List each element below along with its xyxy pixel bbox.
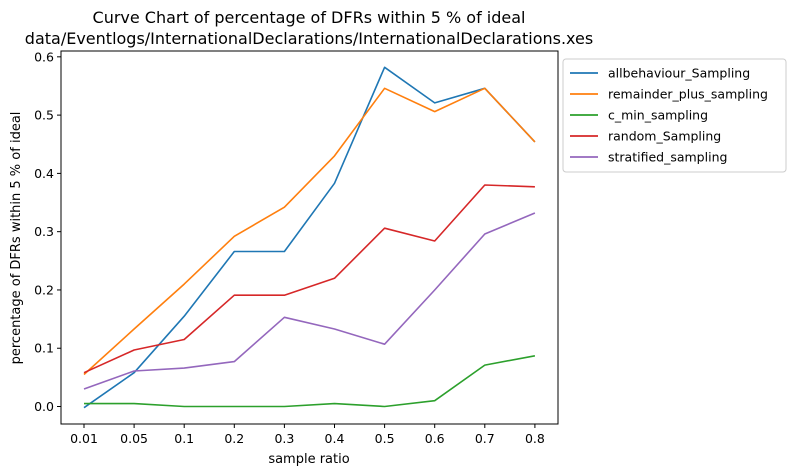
x-tick-label: 0.8 bbox=[525, 431, 545, 446]
chart-title: Curve Chart of percentage of DFRs within… bbox=[93, 8, 526, 27]
y-tick-label: 0.3 bbox=[34, 224, 54, 239]
x-tick-label: 0.3 bbox=[274, 431, 294, 446]
y-tick-label: 0.4 bbox=[34, 166, 54, 181]
x-tick-label: 0.2 bbox=[224, 431, 244, 446]
legend-entry-c-min-sampling: c_min_sampling bbox=[608, 108, 708, 123]
series-line-random-sampling bbox=[83, 184, 535, 374]
x-tick-label: 0.05 bbox=[120, 431, 148, 446]
x-axis: 0.01 0.05 0.1 0.2 0.3 0.4 0.5 0.6 0.7 0.8 bbox=[70, 424, 545, 446]
y-tick-label: 0.6 bbox=[34, 49, 54, 64]
x-tick-label: 0.7 bbox=[475, 431, 495, 446]
x-tick-label: 0.1 bbox=[174, 431, 194, 446]
x-tick-label: 0.4 bbox=[325, 431, 345, 446]
legend-box bbox=[562, 58, 787, 173]
y-tick-label: 0.5 bbox=[34, 108, 54, 123]
x-tick-label: 0.6 bbox=[425, 431, 445, 446]
legend: allbehaviour_Sampling remainder_plus_samp… bbox=[562, 58, 787, 173]
x-tick-label: 0.01 bbox=[70, 431, 98, 446]
chart-subtitle: data/Eventlogs/InternationalDeclarations… bbox=[25, 29, 593, 48]
series-line-c-min-sampling bbox=[84, 355, 536, 408]
series-line-allbehaviour-sampling bbox=[83, 66, 536, 409]
x-axis-label: sample ratio bbox=[268, 452, 349, 467]
plot-area bbox=[83, 66, 536, 409]
series-line-stratified-sampling bbox=[83, 212, 536, 390]
legend-entry-allbehaviour-sampling: allbehaviour_Sampling bbox=[608, 66, 750, 81]
plot-frame bbox=[60, 50, 559, 425]
y-tick-label: 0.1 bbox=[34, 341, 54, 356]
legend-entry-random-sampling: random_Sampling bbox=[608, 129, 721, 144]
y-tick-label: 0.2 bbox=[34, 282, 54, 297]
y-tick-label: 0.0 bbox=[34, 399, 54, 414]
legend-entry-stratified-sampling: stratified_sampling bbox=[608, 150, 727, 165]
legend-entry-remainder-plus-sampling: remainder_plus_sampling bbox=[608, 87, 768, 102]
x-tick-label: 0.5 bbox=[375, 431, 395, 446]
y-axis-label: percentage of DFRs within 5 % of ideal bbox=[9, 112, 24, 365]
series-line-remainder-plus-sampling bbox=[83, 87, 536, 376]
y-axis: 0.0 0.1 0.2 0.3 0.4 0.5 0.6 bbox=[34, 49, 61, 414]
